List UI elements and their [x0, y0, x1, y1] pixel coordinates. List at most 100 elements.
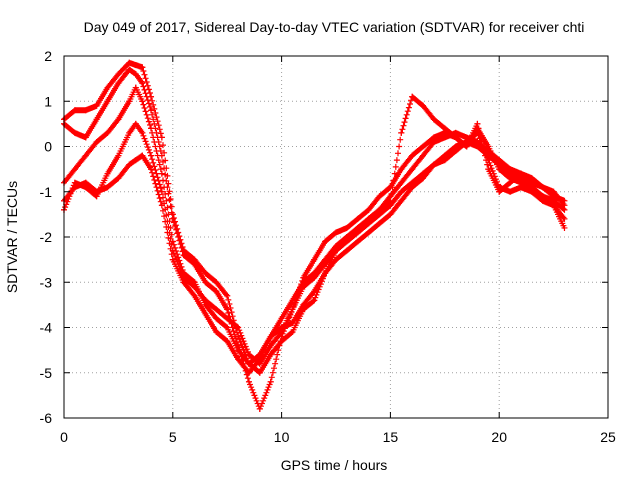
- data-point: [430, 134, 437, 141]
- data-point: [126, 129, 133, 136]
- data-point: [148, 107, 155, 114]
- y-tick-label: -5: [40, 365, 53, 381]
- data-point: [71, 184, 78, 191]
- data-point: [139, 64, 146, 71]
- data-point: [202, 310, 209, 317]
- data-point: [126, 98, 133, 105]
- data-point: [289, 297, 296, 304]
- data-point: [517, 170, 524, 177]
- data-point: [93, 116, 100, 123]
- data-point: [300, 279, 307, 286]
- data-point: [191, 292, 198, 299]
- data-point: [452, 134, 459, 141]
- x-tick-label: 25: [600, 429, 616, 445]
- data-point: [235, 324, 242, 331]
- data-point: [365, 215, 372, 222]
- data-point: [376, 206, 383, 213]
- x-tick-label: 20: [491, 429, 507, 445]
- data-point: [213, 306, 220, 313]
- data-point: [139, 80, 146, 87]
- data-point: [115, 80, 122, 87]
- data-point: [158, 170, 165, 177]
- data-point: [202, 270, 209, 277]
- data-point: [115, 152, 122, 159]
- data-point: [322, 270, 329, 277]
- data-point: [452, 143, 459, 150]
- data-point: [202, 279, 209, 286]
- data-point: [191, 283, 198, 290]
- data-point: [245, 378, 252, 385]
- y-tick-label: 1: [44, 93, 52, 109]
- data-point: [202, 297, 209, 304]
- data-point: [398, 179, 405, 186]
- data-point: [245, 351, 252, 358]
- data-point: [104, 129, 111, 136]
- data-point: [213, 288, 220, 295]
- chart-title: Day 049 of 2017, Sidereal Day-to-day VTE…: [84, 19, 585, 35]
- data-point: [420, 143, 427, 150]
- data-point: [398, 197, 405, 204]
- data-point: [289, 329, 296, 336]
- data-point: [235, 356, 242, 363]
- data-point: [115, 71, 122, 78]
- data-point: [180, 279, 187, 286]
- data-point: [311, 270, 318, 277]
- data-point: [148, 152, 155, 159]
- y-tick-label: -3: [40, 274, 53, 290]
- data-point: [245, 369, 252, 376]
- grid: [64, 56, 608, 418]
- data-point: [561, 224, 568, 231]
- data-point: [132, 62, 139, 69]
- data-point: [311, 297, 318, 304]
- data-point: [104, 184, 111, 191]
- data-point: [126, 66, 133, 73]
- data-point: [474, 120, 481, 127]
- data-point: [354, 224, 361, 231]
- y-tick-label: 0: [44, 139, 52, 155]
- data-point: [267, 351, 274, 358]
- data-point: [169, 256, 176, 263]
- data-point: [235, 347, 242, 354]
- data-point: [93, 102, 100, 109]
- data-point: [420, 152, 427, 159]
- data-point: [409, 152, 416, 159]
- data-point: [148, 125, 155, 132]
- data-point: [82, 152, 89, 159]
- data-point: [430, 161, 437, 168]
- data-point: [528, 184, 535, 191]
- data-point: [420, 170, 427, 177]
- data-point: [180, 252, 187, 259]
- data-point: [496, 161, 503, 168]
- data-point: [507, 179, 514, 186]
- data-point: [539, 193, 546, 200]
- data-point: [354, 238, 361, 245]
- data-point: [561, 197, 568, 204]
- data-point: [398, 188, 405, 195]
- data-point: [148, 166, 155, 173]
- data-point: [474, 143, 481, 150]
- data-point: [267, 378, 274, 385]
- data-point: [245, 360, 252, 367]
- data-point: [224, 338, 231, 345]
- data-point: [398, 166, 405, 173]
- data-point: [333, 243, 339, 250]
- data-point: [398, 129, 405, 136]
- data-point: [376, 220, 383, 227]
- data-point: [224, 292, 231, 299]
- data-point: [104, 170, 111, 177]
- data-point: [224, 306, 231, 313]
- data-point: [158, 188, 165, 195]
- data-point: [387, 211, 394, 218]
- data-point: [441, 152, 448, 159]
- data-point: [132, 120, 139, 127]
- data-point: [343, 247, 350, 254]
- data-point: [354, 215, 361, 222]
- data-point: [343, 234, 350, 240]
- data-point: [132, 71, 139, 78]
- data-point: [82, 134, 89, 141]
- data-point: [561, 206, 568, 213]
- data-point: [158, 202, 165, 209]
- data-point: [93, 138, 100, 145]
- data-point: [507, 170, 514, 177]
